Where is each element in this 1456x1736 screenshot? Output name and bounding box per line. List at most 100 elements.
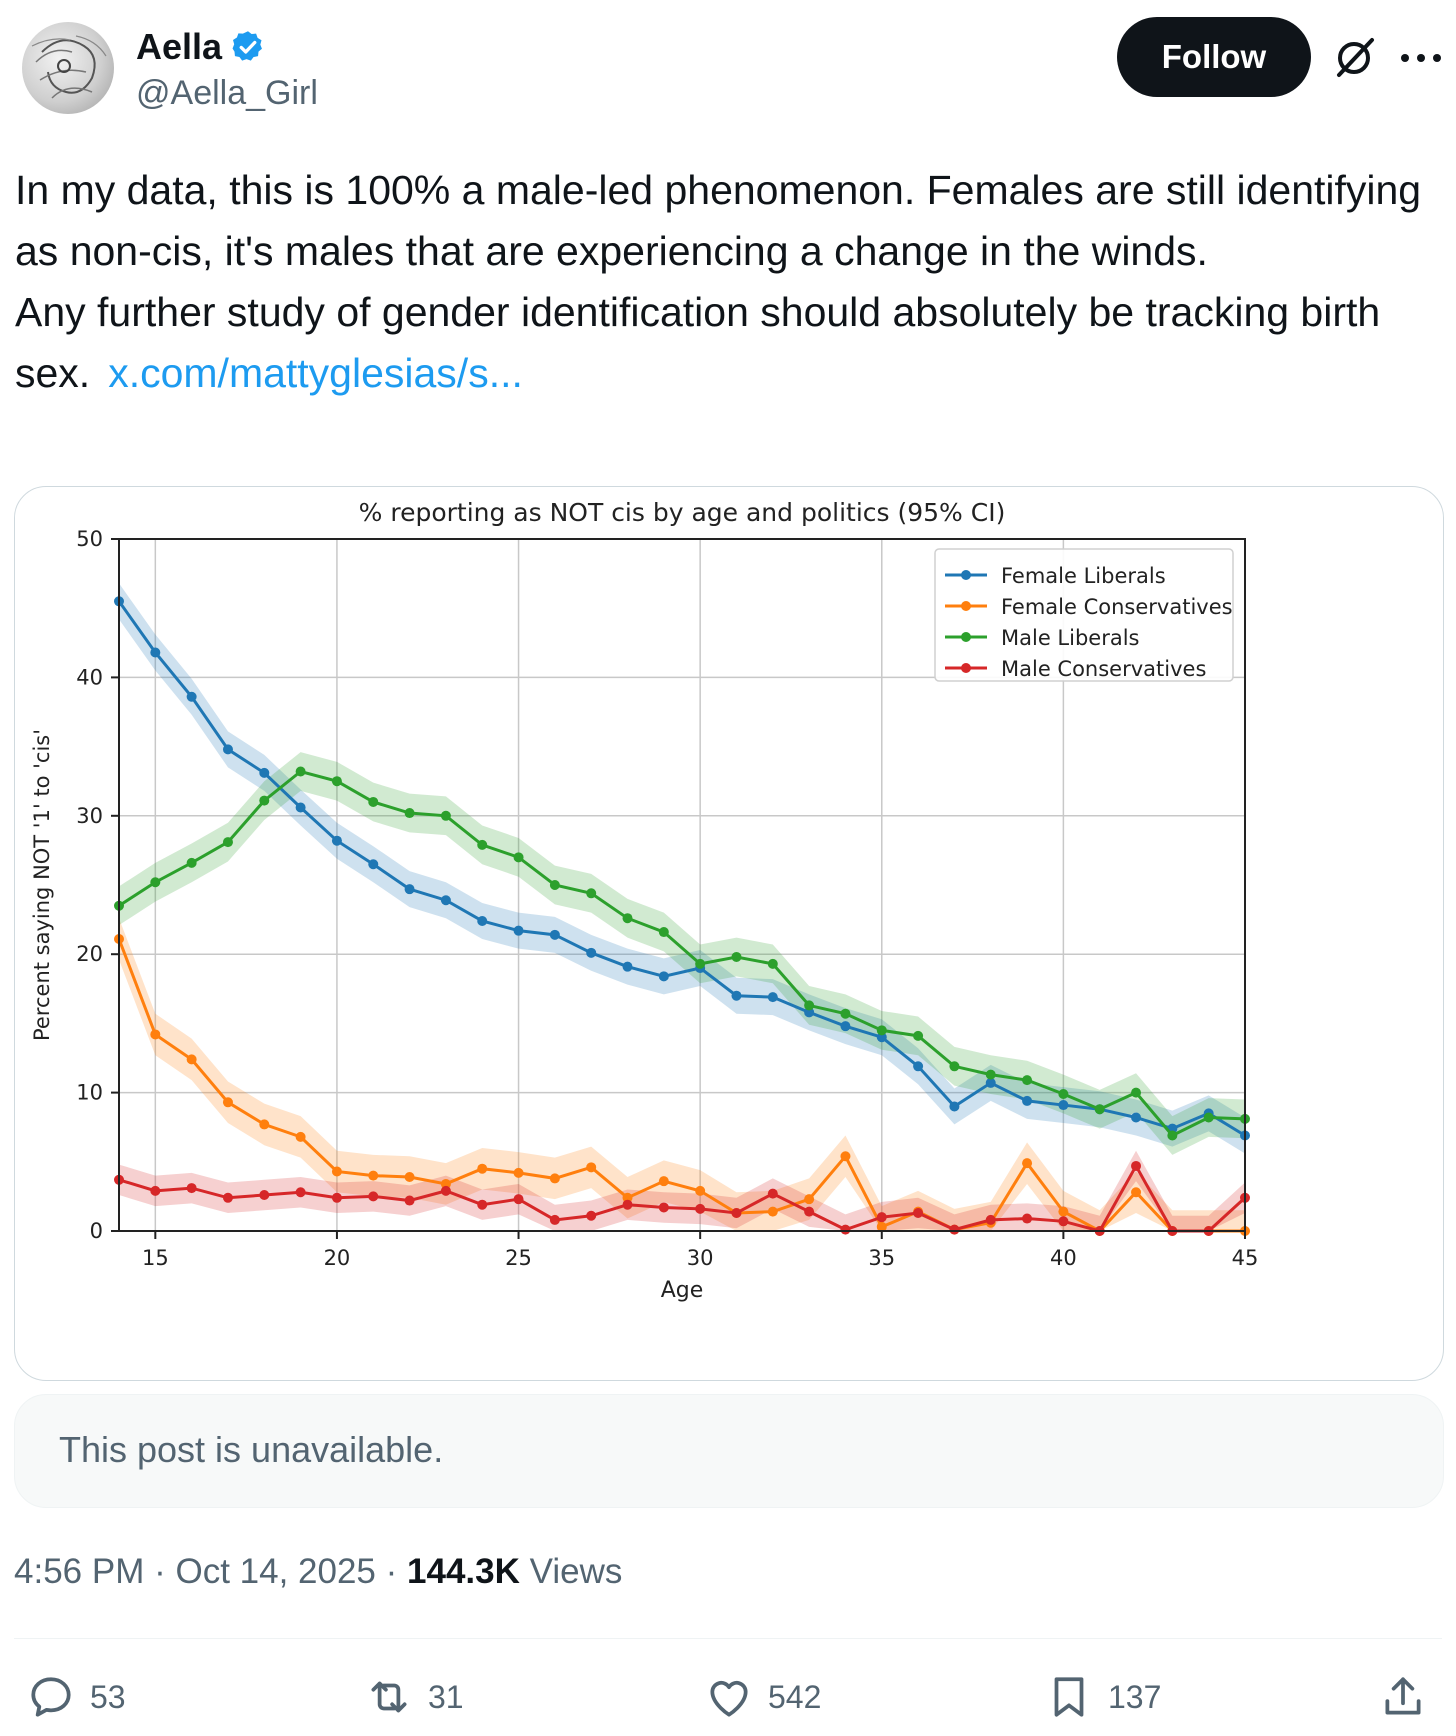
data-point	[150, 1029, 161, 1040]
data-point	[731, 1208, 742, 1219]
line-chart: 15 20 25 30 35 40 45 0 10 20 30 40 50 % reporting as …	[30, 498, 1259, 1303]
data-point	[368, 859, 379, 870]
bookmark-count: 137	[1108, 1678, 1162, 1715]
share-icon	[1385, 1677, 1421, 1715]
data-point	[1131, 1160, 1142, 1171]
meta-separator: ·	[385, 1552, 398, 1591]
data-point	[804, 1194, 815, 1205]
legend-swatch-marker	[961, 663, 971, 673]
data-point	[658, 927, 669, 938]
data-point	[513, 852, 524, 863]
legend-swatch-marker	[961, 570, 971, 580]
data-point	[913, 1030, 924, 1041]
data-point	[404, 884, 415, 895]
data-point	[913, 1061, 924, 1072]
quoted-post-message: This post is unavailable.	[59, 1429, 444, 1470]
author-name-row[interactable]: Aella	[136, 26, 266, 68]
post-text-paragraph-1: In my data, this is 100% a male-led phen…	[15, 167, 1422, 274]
series-line	[117, 938, 1245, 1233]
data-point	[186, 857, 197, 868]
like-count: 542	[768, 1678, 822, 1715]
data-point	[222, 1192, 233, 1203]
data-point	[404, 1195, 415, 1206]
data-point	[1131, 1112, 1142, 1123]
data-point	[477, 1199, 488, 1210]
data-point	[477, 1163, 488, 1174]
data-point	[695, 958, 706, 969]
data-point	[949, 1101, 960, 1112]
bookmark-button[interactable]: 137	[1044, 1672, 1161, 1722]
data-point	[913, 1208, 924, 1219]
ci-band	[119, 1150, 1245, 1231]
data-point	[949, 1061, 960, 1072]
data-point	[259, 1119, 270, 1130]
data-point	[150, 647, 161, 658]
legend-entry: Female Conservatives	[1001, 595, 1233, 619]
y-tick-label: 40	[76, 665, 103, 689]
data-point	[368, 1191, 379, 1202]
reply-button[interactable]: 53	[26, 1672, 126, 1722]
data-point	[622, 1192, 633, 1203]
data-point	[295, 802, 306, 813]
data-point	[804, 1000, 815, 1011]
like-button[interactable]: 542	[704, 1672, 821, 1722]
meta-separator: ·	[154, 1552, 166, 1591]
post-time[interactable]: 4:56 PM	[14, 1552, 145, 1591]
share-button[interactable]	[1378, 1672, 1442, 1722]
data-point	[876, 1032, 887, 1043]
repost-button[interactable]: 31	[364, 1672, 464, 1722]
data-point	[186, 1054, 197, 1065]
quoted-post-unavailable[interactable]: This post is unavailable.	[14, 1394, 1444, 1508]
data-point	[586, 888, 597, 899]
data-point	[840, 1008, 851, 1019]
legend-swatch-marker	[961, 632, 971, 642]
ci-band	[119, 918, 1245, 1231]
views-label: Views	[529, 1552, 623, 1591]
x-axis-label: Age	[661, 1278, 704, 1303]
media-image[interactable]: 15 20 25 30 35 40 45 0 10 20 30 40 50 % reporting as …	[14, 486, 1444, 1381]
data-point	[440, 895, 451, 906]
data-point	[1022, 1095, 1033, 1106]
author-handle[interactable]: @Aella_Girl	[136, 74, 318, 112]
data-point	[622, 1199, 633, 1210]
data-point	[186, 691, 197, 702]
data-point	[259, 1190, 270, 1201]
data-point	[150, 877, 161, 888]
reply-count: 53	[90, 1678, 126, 1715]
legend-swatch-marker	[961, 601, 971, 611]
data-point	[876, 1025, 887, 1036]
data-point	[513, 925, 524, 936]
post-text-paragraph-2-body: Any further study of gender identificati…	[15, 289, 1381, 396]
avatar-sketch-icon	[31, 35, 107, 99]
data-point	[658, 1176, 669, 1187]
legend-box	[934, 548, 1234, 682]
data-point	[840, 1224, 851, 1235]
post-link[interactable]: x.com/mattyglesias/s...	[108, 350, 523, 396]
data-point	[295, 766, 306, 777]
avatar[interactable]	[22, 22, 114, 114]
data-point	[1094, 1104, 1105, 1115]
data-point	[1131, 1187, 1142, 1198]
data-point	[731, 990, 742, 1001]
repost-icon	[371, 1681, 407, 1713]
data-point	[622, 961, 633, 972]
x-tick-label: 45	[1232, 1246, 1259, 1270]
post-date[interactable]: Oct 14, 2025	[175, 1552, 376, 1591]
data-point	[331, 835, 342, 846]
data-point	[331, 1192, 342, 1203]
repost-count: 31	[428, 1678, 464, 1715]
chart-title: % reporting as NOT cis by age and politi…	[359, 498, 1006, 527]
data-point	[404, 1172, 415, 1183]
verified-badge-icon	[232, 31, 262, 61]
x-tick-label: 30	[687, 1246, 714, 1270]
data-point	[1167, 1130, 1178, 1141]
data-point	[1058, 1216, 1069, 1227]
author-display-name[interactable]: Aella	[136, 26, 223, 67]
grok-icon[interactable]	[1332, 34, 1378, 80]
more-options-icon[interactable]	[1398, 40, 1444, 76]
follow-button[interactable]: Follow	[1117, 17, 1311, 97]
data-point	[259, 767, 270, 778]
data-point	[1131, 1087, 1142, 1098]
data-point	[1022, 1213, 1033, 1224]
data-point	[1022, 1158, 1033, 1169]
